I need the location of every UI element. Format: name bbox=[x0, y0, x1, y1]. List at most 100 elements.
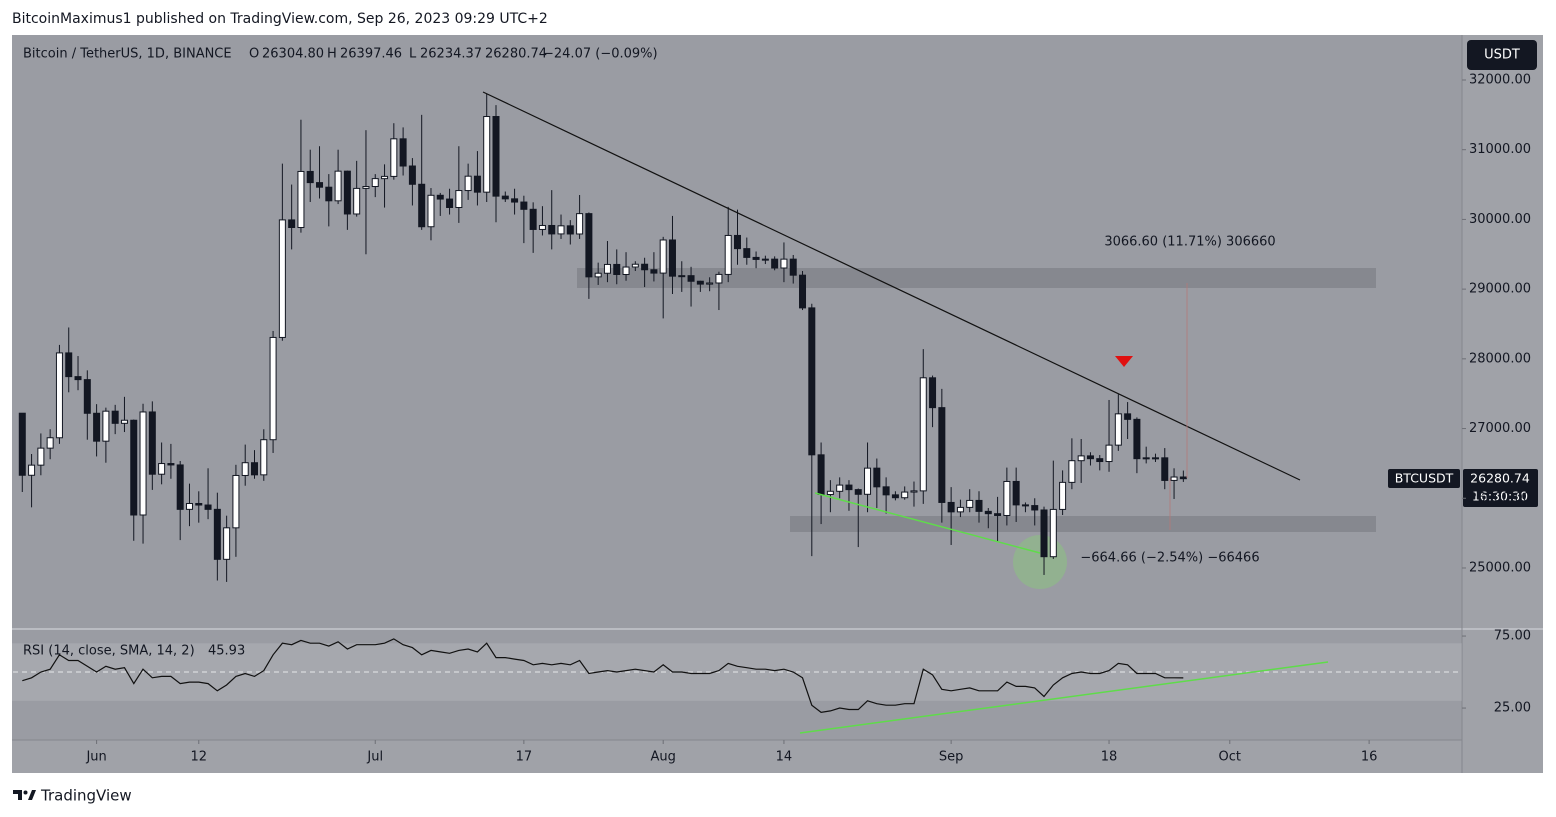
candle-body bbox=[566, 225, 574, 235]
candle-body bbox=[251, 462, 258, 476]
candle-body bbox=[381, 175, 389, 180]
candle-body bbox=[1031, 505, 1039, 511]
candle-body bbox=[297, 170, 305, 229]
candle-body bbox=[901, 491, 909, 499]
y-tick-label: 27000.00 bbox=[1469, 421, 1531, 436]
candle-body bbox=[55, 352, 63, 439]
candle-body bbox=[483, 116, 491, 193]
candle-body bbox=[1012, 480, 1020, 506]
candle-body bbox=[706, 282, 714, 285]
symbol-label: BTCUSDT bbox=[1395, 471, 1454, 486]
candle-body bbox=[696, 280, 704, 285]
candle-body bbox=[771, 258, 779, 269]
ohlc-legend: L bbox=[409, 47, 417, 62]
candle-body bbox=[1151, 457, 1159, 460]
last-price: 26280.74 bbox=[1470, 471, 1530, 486]
drawings bbox=[577, 268, 1376, 589]
candle-body bbox=[176, 464, 184, 510]
currency-button[interactable] bbox=[1467, 40, 1537, 70]
candle-body bbox=[724, 234, 732, 275]
candle-body bbox=[93, 412, 101, 442]
bearish-arrow bbox=[1115, 356, 1133, 367]
candle-body bbox=[362, 186, 370, 189]
candle-body bbox=[473, 175, 481, 193]
x-tick-label: Aug bbox=[650, 750, 675, 765]
y-tick-label: 30000.00 bbox=[1469, 212, 1531, 227]
candle-body bbox=[659, 239, 667, 274]
candle-body bbox=[18, 412, 26, 476]
candle-body bbox=[1105, 444, 1113, 463]
candle-body bbox=[1161, 457, 1169, 481]
candle-body bbox=[269, 336, 277, 441]
candle-body bbox=[631, 263, 639, 268]
price-axis-background bbox=[1462, 35, 1543, 773]
ohlc-legend: 26304.80 bbox=[262, 47, 324, 62]
candle-body bbox=[789, 258, 797, 276]
candle-body bbox=[613, 263, 621, 275]
candle-body bbox=[1142, 457, 1150, 460]
x-tick-label: 18 bbox=[1101, 750, 1118, 765]
candle-body bbox=[501, 195, 509, 200]
measure-label: 3066.60 (11.71%) 306660 bbox=[1104, 235, 1275, 250]
candle-body bbox=[130, 419, 138, 516]
candle-body bbox=[37, 447, 45, 466]
candle-body bbox=[984, 510, 992, 515]
candle-body bbox=[1086, 455, 1094, 460]
chart-background bbox=[12, 35, 1543, 773]
rsi-line bbox=[22, 638, 1184, 714]
candle-body bbox=[213, 508, 221, 560]
candle-body bbox=[158, 463, 166, 475]
candle-body bbox=[139, 411, 147, 516]
drawings-top bbox=[482, 91, 1329, 734]
candle-body bbox=[1068, 460, 1076, 483]
candle-body bbox=[929, 377, 937, 409]
candle-body bbox=[65, 352, 73, 378]
currency-label[interactable]: USDT bbox=[1484, 48, 1520, 63]
ohlc-legend: −24.07 (−0.09%) bbox=[543, 47, 658, 62]
candle-body bbox=[641, 263, 649, 271]
candle-body bbox=[687, 275, 695, 282]
publisher-line: BitcoinMaximus1 published on TradingView… bbox=[12, 11, 548, 27]
ohlc-legend: 26397.46 bbox=[340, 47, 402, 62]
x-tick-label: Jul bbox=[366, 750, 383, 765]
candle-body bbox=[464, 175, 472, 192]
candle-body bbox=[864, 467, 872, 495]
candle-body bbox=[28, 464, 36, 476]
candle-body bbox=[994, 513, 1002, 516]
candle-body bbox=[46, 437, 54, 449]
chart-title: Bitcoin / TetherUS, 1D, BINANCE bbox=[23, 47, 232, 62]
candle-body bbox=[260, 439, 268, 476]
candle-body bbox=[167, 463, 175, 466]
candle-body bbox=[1170, 476, 1178, 481]
candle-body bbox=[529, 208, 537, 230]
candle-body bbox=[557, 225, 565, 235]
rsi-divergence-line bbox=[799, 661, 1329, 734]
symbol-tag bbox=[1388, 469, 1460, 488]
logo-dot bbox=[23, 790, 28, 795]
candle-body bbox=[882, 486, 890, 496]
candle-body bbox=[288, 219, 296, 229]
candle-body bbox=[111, 410, 119, 424]
candle-body bbox=[603, 263, 611, 274]
ohlc-legend: H bbox=[327, 47, 337, 62]
candle-body bbox=[548, 224, 556, 235]
candle-body bbox=[1096, 458, 1104, 463]
x-tick-label: 14 bbox=[776, 750, 793, 765]
candle-body bbox=[418, 183, 426, 228]
candle-body bbox=[594, 272, 602, 278]
x-tick-label: 16 bbox=[1361, 750, 1378, 765]
candle-body bbox=[808, 307, 816, 456]
candle-body bbox=[817, 454, 825, 496]
candle-body bbox=[185, 502, 193, 510]
candle-body bbox=[734, 234, 741, 250]
candle-body bbox=[836, 484, 844, 492]
candle-body bbox=[455, 190, 463, 208]
candle-body bbox=[74, 376, 82, 381]
candle-body bbox=[334, 170, 342, 202]
x-tick-label: Sep bbox=[939, 750, 964, 765]
candle-body bbox=[826, 490, 834, 496]
candle-body bbox=[446, 198, 454, 208]
x-tick-label: 12 bbox=[190, 750, 207, 765]
x-tick-label: Oct bbox=[1219, 750, 1241, 765]
candle-body bbox=[938, 407, 946, 503]
